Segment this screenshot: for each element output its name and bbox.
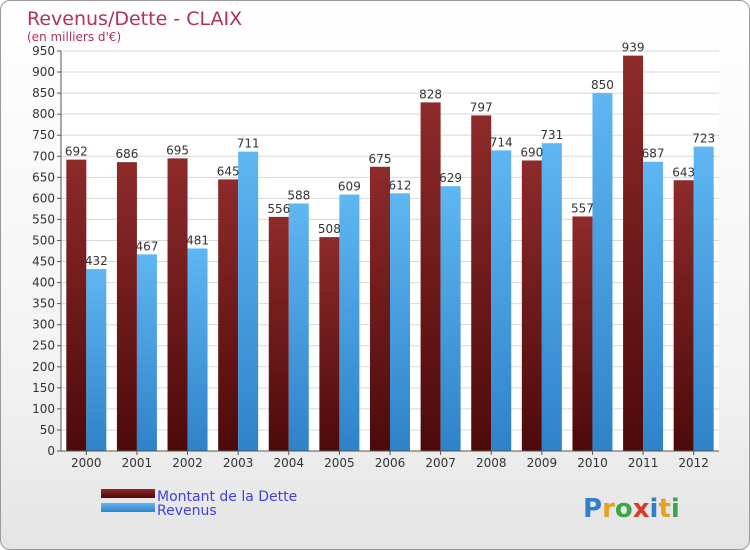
x-tick-label: 2005 xyxy=(324,456,355,470)
data-label-dette: 508 xyxy=(318,222,341,236)
x-tick-label: 2003 xyxy=(223,456,254,470)
bar-revenus xyxy=(643,161,664,451)
bar-revenus xyxy=(136,254,157,451)
y-tick-label: 850 xyxy=(32,86,55,100)
data-label-dette: 939 xyxy=(622,41,645,55)
bar-revenus xyxy=(339,194,360,451)
bar-revenus xyxy=(86,269,107,451)
x-tick-label: 2008 xyxy=(476,456,507,470)
chart-subtitle: (en milliers d'€) xyxy=(27,30,121,44)
x-tick-label: 2010 xyxy=(577,456,608,470)
bar-dette xyxy=(623,55,644,451)
y-tick-label: 100 xyxy=(32,402,55,416)
data-label-dette: 645 xyxy=(217,164,240,178)
x-tick-label: 2000 xyxy=(71,456,102,470)
data-label-revenus: 687 xyxy=(642,147,665,161)
y-tick-label: 400 xyxy=(32,276,55,290)
bar-dette xyxy=(116,162,137,451)
y-tick-label: 650 xyxy=(32,170,55,184)
bar-revenus xyxy=(390,193,410,451)
bars-layer xyxy=(66,55,714,452)
bar-revenus xyxy=(288,203,309,451)
bar-revenus xyxy=(440,186,461,451)
bar-revenus xyxy=(541,143,562,452)
y-tick-label: 300 xyxy=(32,318,55,332)
x-tick-label: 2011 xyxy=(628,456,659,470)
data-label-dette: 556 xyxy=(267,202,290,216)
data-label-revenus: 609 xyxy=(338,180,361,194)
data-label-revenus: 850 xyxy=(591,78,614,92)
bar-revenus xyxy=(238,151,259,451)
y-tick-label: 700 xyxy=(32,149,55,163)
y-tick-label: 950 xyxy=(32,44,55,58)
data-label-dette: 797 xyxy=(470,100,493,114)
bar-dette xyxy=(572,216,593,451)
legend-label-dette: Montant de la Dette xyxy=(157,489,297,505)
data-label-dette: 828 xyxy=(419,87,442,101)
data-label-revenus: 432 xyxy=(85,254,108,268)
x-tick-label: 2002 xyxy=(172,456,203,470)
y-tick-label: 200 xyxy=(32,360,55,374)
y-tick-label: 50 xyxy=(40,423,55,437)
y-tick-label: 500 xyxy=(32,233,55,247)
y-tick-label: 900 xyxy=(32,65,55,79)
y-tick-label: 150 xyxy=(32,381,55,395)
bar-dette xyxy=(268,216,289,451)
y-tick-label: 750 xyxy=(32,128,55,142)
legend-swatch-dette xyxy=(101,489,155,498)
legend-label-revenus: Revenus xyxy=(157,503,217,519)
data-label-revenus: 731 xyxy=(540,128,563,142)
data-label-revenus: 612 xyxy=(389,178,412,192)
x-tick-label: 2006 xyxy=(375,456,406,470)
x-tick-label: 2007 xyxy=(425,456,456,470)
y-tick-label: 600 xyxy=(32,191,55,205)
bar-dette xyxy=(167,158,188,452)
bar-dette xyxy=(218,179,239,451)
svg-text:Proxiti: Proxiti xyxy=(583,494,680,524)
bar-dette xyxy=(420,102,441,452)
proxiti-logo: Proxiti xyxy=(583,494,680,524)
x-tick-label: 2001 xyxy=(122,456,153,470)
bar-dette xyxy=(673,180,694,451)
bar-revenus xyxy=(592,93,613,452)
data-label-dette: 690 xyxy=(520,145,543,159)
bar-dette xyxy=(370,166,390,451)
bar-revenus xyxy=(187,248,208,451)
data-label-revenus: 588 xyxy=(287,188,310,202)
axis-layer: 0 50 100 150 200 250 300 350 400 450 500 550 600 650 7… xyxy=(32,44,719,470)
data-label-dette: 643 xyxy=(672,165,695,179)
bar-dette xyxy=(319,237,340,451)
data-label-revenus: 467 xyxy=(135,239,158,253)
y-tick-label: 550 xyxy=(32,212,55,226)
data-label-dette: 692 xyxy=(65,145,88,159)
data-label-revenus: 714 xyxy=(490,135,513,149)
y-tick-label: 800 xyxy=(32,107,55,121)
chart-title: Revenus/Dette - CLAIX xyxy=(27,8,242,30)
y-tick-label: 0 xyxy=(47,444,55,458)
x-tick-label: 2004 xyxy=(273,456,304,470)
bar-revenus xyxy=(693,146,714,451)
data-label-revenus: 481 xyxy=(186,233,209,247)
data-label-dette: 695 xyxy=(166,143,189,157)
data-label-revenus: 711 xyxy=(237,137,260,151)
bar-dette xyxy=(66,159,87,451)
y-tick-label: 250 xyxy=(32,339,55,353)
bar-dette xyxy=(471,115,492,451)
data-label-dette: 675 xyxy=(369,152,392,166)
bar-revenus xyxy=(491,150,512,452)
legend-swatch-revenus xyxy=(101,503,155,512)
bar-dette xyxy=(521,160,542,451)
y-tick-label: 350 xyxy=(32,297,55,311)
data-label-revenus: 629 xyxy=(439,171,462,185)
data-label-dette: 557 xyxy=(571,201,594,215)
x-tick-label: 2012 xyxy=(678,456,709,470)
data-label-dette: 686 xyxy=(115,147,138,161)
data-label-revenus: 723 xyxy=(692,132,715,146)
x-tick-label: 2009 xyxy=(527,456,558,470)
y-tick-label: 450 xyxy=(32,255,55,269)
